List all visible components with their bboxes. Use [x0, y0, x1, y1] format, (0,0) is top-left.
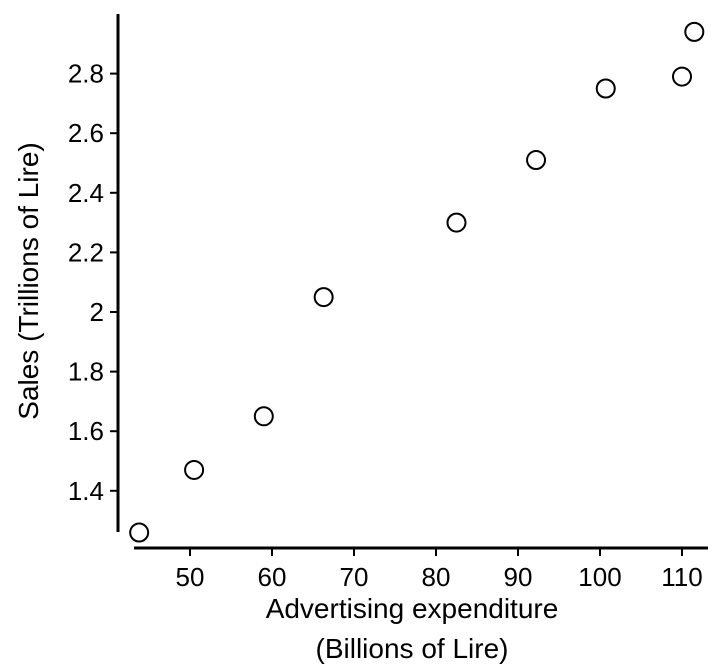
x-tick-label: 110: [661, 562, 702, 592]
y-tick-label: 1.4: [68, 476, 104, 506]
data-point: [684, 21, 705, 42]
x-tick-label: 80: [422, 562, 451, 592]
data-point: [526, 150, 547, 171]
x-tick-label: 60: [258, 562, 287, 592]
data-point: [672, 66, 692, 87]
data-point: [313, 287, 334, 308]
y-tick-label: 1.8: [68, 357, 104, 387]
y-tick-label: 2: [90, 297, 104, 327]
x-tick-label: 50: [176, 562, 205, 592]
axes: [116, 14, 708, 550]
y-tick-label: 2.6: [68, 118, 104, 148]
y-tick-label: 2.8: [68, 59, 104, 89]
y-tick-label: 1.6: [68, 416, 104, 446]
x-tick-label: 70: [340, 562, 369, 592]
x-ticks: 50 60 70 80 90 100 110: [176, 548, 703, 592]
data-point: [129, 522, 150, 543]
data-point: [446, 212, 467, 233]
x-tick-label: 90: [504, 562, 533, 592]
data-point: [184, 459, 205, 480]
data-points: [129, 21, 705, 543]
data-point: [253, 406, 274, 427]
y-tick-label: 2.4: [68, 178, 104, 208]
x-axis-title-line-2: (Billions of Lire): [316, 633, 509, 664]
x-tick-label: 100: [578, 562, 621, 592]
y-ticks: 1.4 1.6 1.8 2 2.2 2.4 2.6 2.8: [68, 59, 118, 506]
y-tick-label: 2.2: [68, 237, 104, 267]
data-point: [595, 78, 616, 99]
x-axis-title-line-1: Advertising expenditure: [266, 593, 559, 624]
y-axis-title: Sales (Trillions of Lire): [13, 142, 44, 419]
